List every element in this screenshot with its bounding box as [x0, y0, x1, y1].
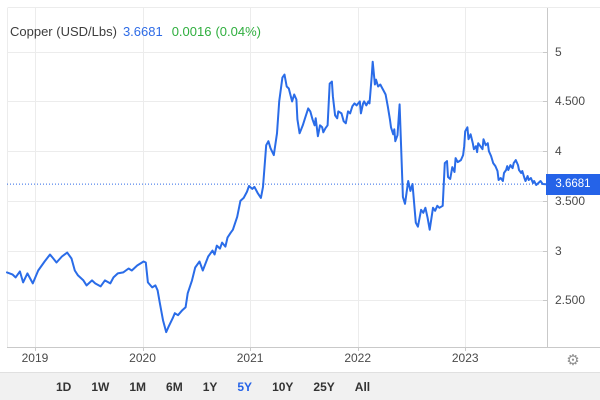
y-axis-label-5: 5 [555, 44, 562, 59]
y-axis-label-3.500: 3.500 [555, 193, 586, 208]
y-axis-label-3: 3 [555, 243, 562, 258]
price-change: 0.0016 [171, 24, 212, 39]
range-button-5y[interactable]: 5Y [234, 378, 255, 396]
chart-header: Copper (USD/Lbs) 3.6681 0.0016 (0.04%) [10, 24, 261, 39]
price-series-line [6, 60, 547, 334]
current-price-badge: 3.6681 [546, 174, 600, 195]
range-button-1d[interactable]: 1D [53, 378, 74, 396]
current-price: 3.6681 [122, 24, 163, 39]
y-axis-label-2.500: 2.500 [555, 293, 586, 308]
y-axis-label-4: 4 [555, 144, 562, 159]
time-range-toolbar: 1D 1W 1M 6M 1Y 5Y 10Y 25Y All [0, 372, 600, 400]
range-button-1m[interactable]: 1M [126, 378, 149, 396]
y-axis-label-4.500: 4.500 [555, 94, 586, 109]
range-button-1y[interactable]: 1Y [200, 378, 221, 396]
price-change-percent: (0.04%) [215, 24, 261, 39]
x-axis-label-2023: 2023 [451, 351, 479, 365]
gear-icon[interactable]: ⚙ [566, 352, 580, 369]
instrument-title: Copper (USD/Lbs) [10, 24, 117, 39]
range-button-all[interactable]: All [352, 378, 373, 396]
range-button-25y[interactable]: 25Y [310, 378, 337, 396]
range-button-1w[interactable]: 1W [88, 378, 112, 396]
range-button-6m[interactable]: 6M [163, 378, 186, 396]
x-axis-label-2019: 2019 [21, 351, 49, 365]
range-button-10y[interactable]: 10Y [269, 378, 296, 396]
x-axis-label-2021: 2021 [236, 351, 264, 365]
x-axis-label-2020: 2020 [129, 351, 156, 365]
x-axis-label-2022: 2022 [344, 351, 372, 365]
